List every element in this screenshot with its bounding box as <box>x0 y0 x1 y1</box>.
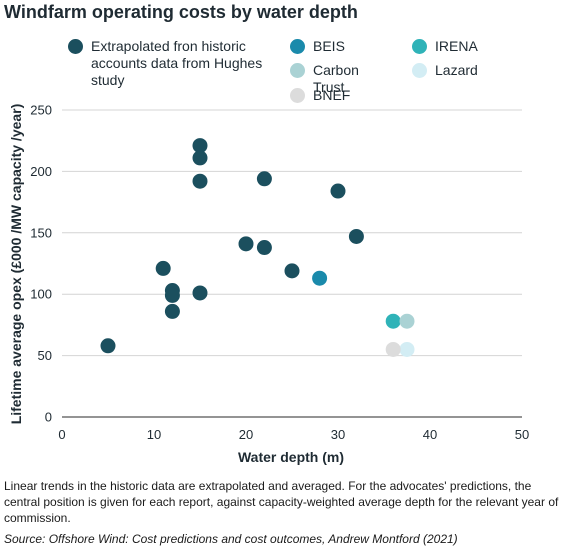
legend-label-carbon-trust: Carbon Trust <box>313 62 359 95</box>
data-point-series-4 <box>399 341 415 357</box>
data-points <box>100 138 415 357</box>
x-tick-label: 20 <box>239 427 253 442</box>
x-tick-label: 0 <box>58 427 65 442</box>
legend-item-irena: IRENA <box>412 38 478 55</box>
legend-label-irena: IRENA <box>435 38 478 54</box>
data-point-series-0 <box>192 150 208 166</box>
legend-item-carbon-trust: Carbon Trust <box>290 62 359 96</box>
data-point-series-3 <box>399 313 415 329</box>
x-tick-label: 30 <box>331 427 345 442</box>
data-point-series-0 <box>192 138 208 154</box>
data-point-series-0 <box>256 171 272 187</box>
data-point-series-0 <box>192 173 208 189</box>
data-point-series-0 <box>284 263 300 279</box>
data-point-series-0 <box>330 183 346 199</box>
legend-swatch-hughes <box>68 39 83 54</box>
x-tick-label: 10 <box>147 427 161 442</box>
y-tick-labels: 0 50 100 150 200 250 <box>30 103 52 425</box>
legend-swatch-bnef <box>290 88 305 103</box>
grid-lines <box>62 109 522 418</box>
data-point-series-0 <box>100 338 116 354</box>
legend-swatch-irena <box>412 39 427 54</box>
y-tick-label: 0 <box>45 410 52 425</box>
y-tick-label: 150 <box>30 225 52 240</box>
legend-item-hughes: Extrapolated fron historic accounts data… <box>68 38 271 89</box>
x-tick-label: 40 <box>423 427 437 442</box>
chart-source: Source: Offshore Wind: Cost predictions … <box>4 532 458 546</box>
x-tick-label: 50 <box>515 427 529 442</box>
legend-item-lazard: Lazard <box>412 62 478 79</box>
y-tick-label: 200 <box>30 164 52 179</box>
y-tick-label: 100 <box>30 287 52 302</box>
data-point-series-0 <box>238 236 254 252</box>
data-point-series-0 <box>348 228 364 244</box>
legend-item-beis: BEIS <box>290 38 345 55</box>
x-axis-label: Water depth (m) <box>238 449 344 465</box>
data-point-series-0 <box>155 260 171 276</box>
data-point-series-0 <box>256 240 272 256</box>
legend-swatch-carbon-trust <box>290 63 305 78</box>
data-point-series-0 <box>164 287 180 303</box>
data-point-series-2 <box>385 313 401 329</box>
legend-label-bnef: BNEF <box>313 87 351 103</box>
legend-swatch-beis <box>290 39 305 54</box>
data-point-series-5 <box>385 341 401 357</box>
y-tick-label: 50 <box>38 348 52 363</box>
data-point-series-1 <box>312 270 328 286</box>
legend-label-beis: BEIS <box>313 38 345 54</box>
legend-item-bnef: BNEF <box>290 87 350 104</box>
data-point-series-0 <box>164 303 180 319</box>
y-axis-label: Lifetime average opex (£000 /MW capacity… <box>8 104 24 425</box>
x-tick-labels: 0 10 20 30 40 50 <box>58 427 529 442</box>
legend-label-hughes: Extrapolated fron historic accounts data… <box>91 38 263 88</box>
y-tick-label: 250 <box>30 103 52 118</box>
chart-title: Windfarm operating costs by water depth <box>4 2 358 22</box>
legend-swatch-lazard <box>412 63 427 78</box>
chart-caption: Linear trends in the historic data are e… <box>4 479 559 525</box>
scatter-chart: 0 50 100 150 200 250 0 10 20 30 40 50 Lifetime ave… <box>8 103 529 466</box>
legend-label-lazard: Lazard <box>435 62 478 78</box>
data-point-series-0 <box>192 285 208 301</box>
